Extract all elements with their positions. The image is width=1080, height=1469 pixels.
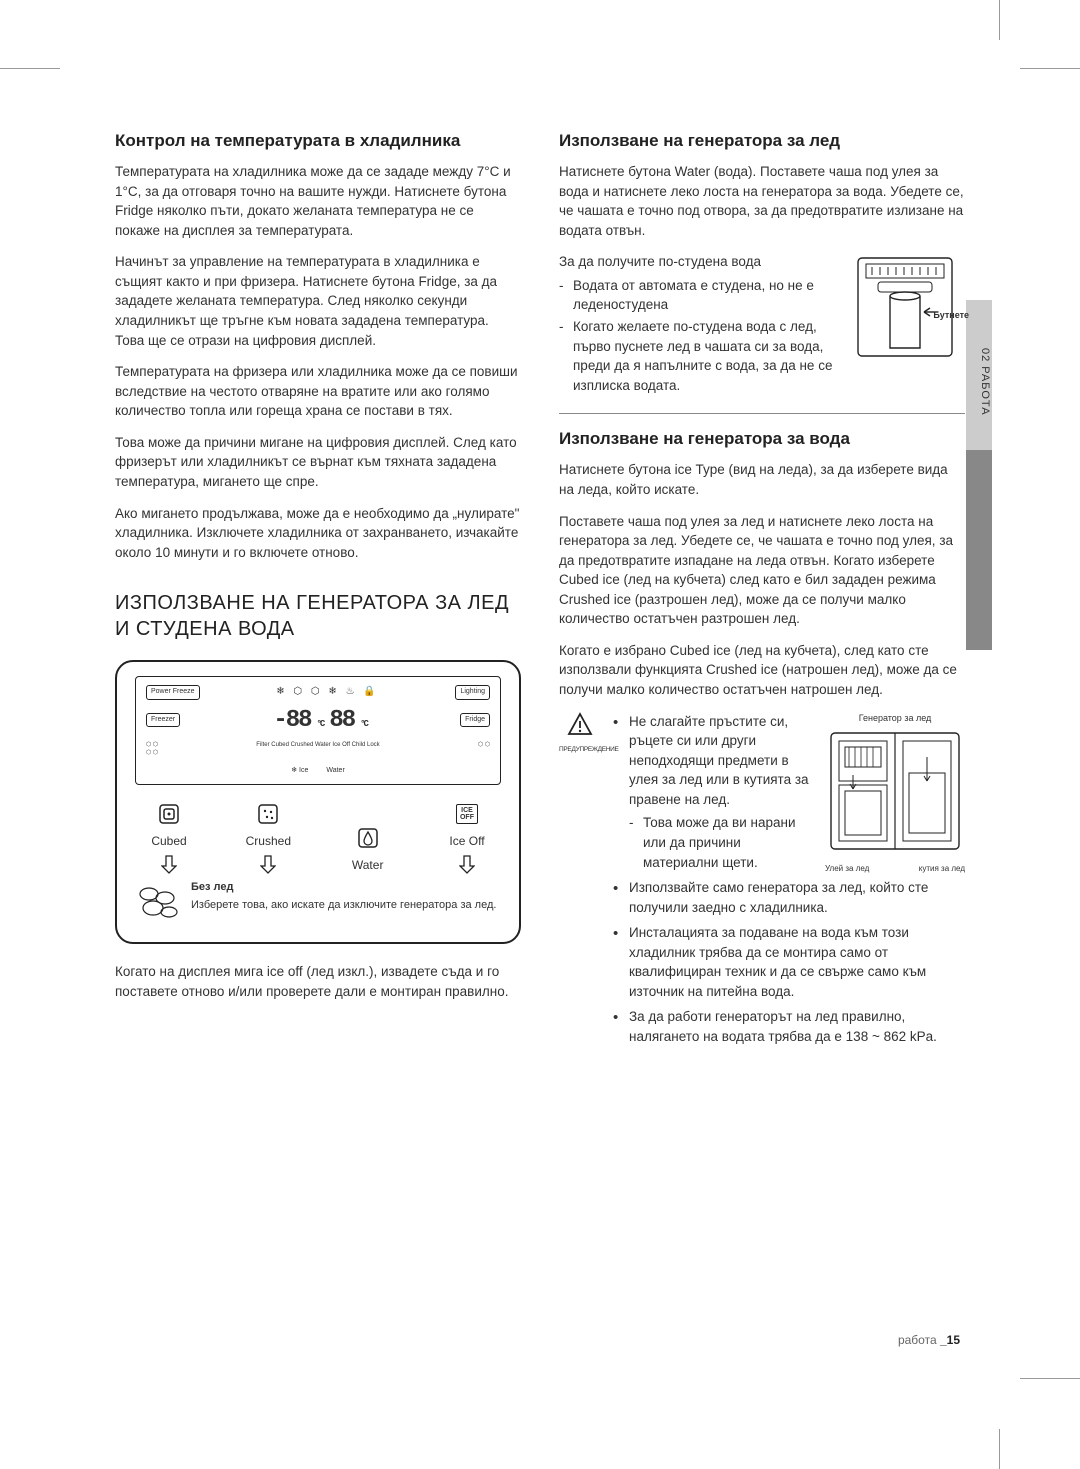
ice-type-row: Cubed Crushed Water <box>135 799 501 874</box>
ice-off-icon: ICEOFF <box>437 799 497 829</box>
small-icons-left: ⬡ ⬡⬡ ⬡ <box>146 741 158 758</box>
list-item: Водата от автомата е студена, но не е ле… <box>559 276 965 315</box>
no-ice-title: Без лед <box>191 880 501 896</box>
list-item: Използвайте само генератора за лед, койт… <box>611 878 965 917</box>
warning-icon <box>559 712 601 745</box>
power-freeze-button: Power Freeze <box>146 685 200 699</box>
crushed-icon <box>238 799 298 829</box>
list-item: За да работи генераторът на лед правилно… <box>611 1007 965 1046</box>
cubed-label: Cubed <box>139 833 199 850</box>
arrow-down-icon <box>161 854 177 874</box>
section-tab-dark <box>966 450 992 650</box>
list-item: Инсталацията за подаване на вода към тоз… <box>611 923 965 1001</box>
paragraph: Натиснете бутона ice Type (вид на леда),… <box>559 460 965 499</box>
water-icon <box>338 823 398 853</box>
ice-off-label: Ice Off <box>437 833 497 850</box>
crop-mark <box>1020 1378 1080 1379</box>
arrow-down-icon <box>260 854 276 874</box>
arrow-down-icon <box>459 854 475 874</box>
right-column: Използване на генератора за лед Натиснет… <box>559 130 965 1053</box>
lighting-button: Lighting <box>455 685 490 699</box>
crushed-label: Crushed <box>238 833 298 850</box>
paragraph: Начинът за управление на температурата в… <box>115 252 521 350</box>
paragraph: Това може да причини мигане на цифровия … <box>115 433 521 492</box>
crop-mark <box>0 68 60 69</box>
small-icons-right: ⬡ ⬡ <box>478 741 490 758</box>
paragraph: Ако мигането продължава, може да е необх… <box>115 504 521 563</box>
section-tab: 02 РАБОТА <box>966 300 992 450</box>
control-panel-figure: Power Freeze ❄ ⬡ ⬡ ❄ ♨ 🔒 Lighting Freeze… <box>115 660 521 944</box>
paragraph: Поставете чаша под улея за лед и натисне… <box>559 512 965 629</box>
crop-mark <box>1020 68 1080 69</box>
water-label: Water <box>338 857 398 874</box>
warning-block: ПРЕДУПРЕЖДЕНИЕ Генератор за лед <box>559 712 965 1053</box>
paragraph: Температурата на фризера или хладилника … <box>115 362 521 421</box>
page-footer: работа _15 <box>898 1332 960 1349</box>
heading-temp-control: Контрол на температурата в хладилника <box>115 130 521 152</box>
dash-list: Водата от автомата е студена, но не е ле… <box>559 276 965 395</box>
paragraph: Когато на дисплея мига ice off (лед изкл… <box>115 962 521 1001</box>
heading-ice-dispenser: Използване на генератора за лед <box>559 130 965 152</box>
water-label: Water <box>326 766 344 776</box>
fridge-button: Fridge <box>460 713 490 727</box>
paragraph: Температурата на хладилника може да се з… <box>115 162 521 240</box>
paragraph: Натиснете бутона Water (вода). Поставете… <box>559 162 965 240</box>
heading-ice-water: ИЗПОЛЗВАНЕ НА ГЕНЕРАТОРА ЗА ЛЕД И СТУДЕН… <box>115 590 521 642</box>
cubed-icon <box>139 799 199 829</box>
freezer-button: Freezer <box>146 713 180 727</box>
small-icons-text: Filter Cubed Crushed Water Ice Off Child… <box>256 741 379 758</box>
paragraph: Когато е избрано Cubed ice (лед на кубче… <box>559 641 965 700</box>
ice-cubes-icon <box>135 880 181 928</box>
crop-mark <box>999 0 1000 40</box>
push-label: Бутнете <box>933 309 969 322</box>
ice-label: ❄ Ice <box>291 766 308 776</box>
heading-water-dispenser: Използване на генератора за вода <box>559 428 965 450</box>
list-item: Това може да ви нарани или да причини ма… <box>629 813 965 872</box>
list-item: Когато желаете по-студена вода с лед, пъ… <box>559 317 965 395</box>
crop-mark <box>999 1429 1000 1469</box>
list-item: Не слагайте пръстите си, ръцете си или д… <box>611 712 965 873</box>
panel-icons: ❄ ⬡ ⬡ ❄ ♨ 🔒 <box>276 685 379 700</box>
no-ice-text: Изберете това, ако искате да изключите г… <box>191 898 501 914</box>
no-ice-block: Без лед Изберете това, ако искате да изк… <box>135 880 501 928</box>
temp-display: -88°C 88°C <box>273 704 367 739</box>
display-panel: Power Freeze ❄ ⬡ ⬡ ❄ ♨ 🔒 Lighting Freeze… <box>135 676 501 785</box>
warning-list: Не слагайте пръстите си, ръцете си или д… <box>611 712 965 1047</box>
warning-label: ПРЕДУПРЕЖДЕНИЕ <box>559 745 601 754</box>
divider <box>559 413 965 414</box>
left-column: Контрол на температурата в хладилника Те… <box>115 130 521 1053</box>
